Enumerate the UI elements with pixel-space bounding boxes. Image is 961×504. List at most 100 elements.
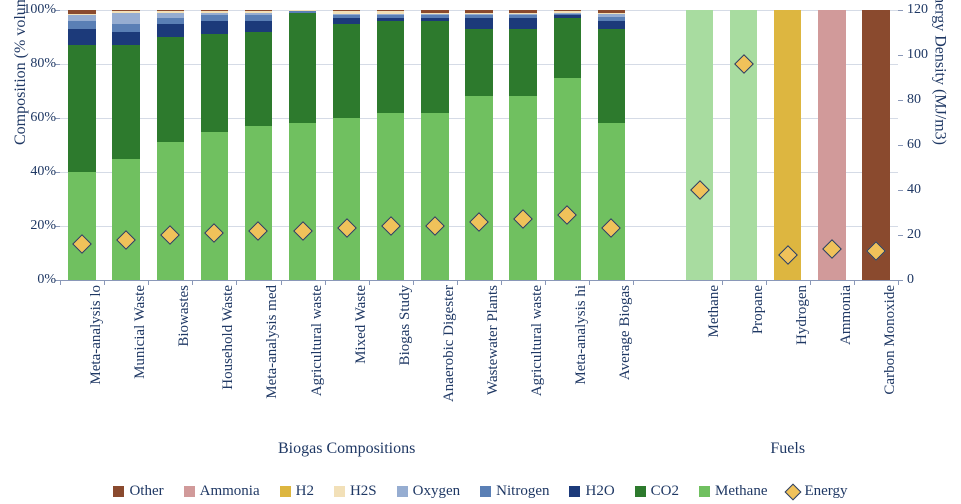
legend: Other Ammonia H2 H2S Oxygen Nitrogen H2O CO2 Met… [0,483,961,500]
y-left-tick: 100% [12,2,56,18]
bar-segment-other [554,10,581,11]
bar-segment-h2s [112,11,139,12]
y-left-tick: 20% [12,218,56,234]
y-right-tick: 40 [907,182,947,198]
bar-segment-co2 [421,21,448,113]
legend-label: Nitrogen [496,483,549,500]
bar [333,10,360,280]
bar [862,10,889,280]
bar-segment-h2o [465,18,492,29]
legend-label: CO2 [651,483,679,500]
legend-label: Methane [715,483,767,500]
legend-marker-icon [785,483,802,500]
bar-segment-methane [333,118,360,280]
legend-label: H2S [350,483,377,500]
legend-swatch [635,486,646,497]
legend-item: H2O [569,483,614,500]
bar-segment-nitrogen [112,24,139,32]
bar-segment-other [509,10,536,13]
bar-segment-methane [112,159,139,281]
bar-segment-methane [465,96,492,280]
bar-segment-co2 [201,34,228,131]
x-category-label: Meta-analysis med [264,285,281,399]
bar [421,10,448,280]
bar-segment-co2 [68,45,95,172]
x-category-label: Hydrogen [794,285,811,345]
bar-segment-other [465,10,492,13]
bar-segment-h2o [157,24,184,38]
bar-segment-h2 [774,10,801,280]
bar-segment-methane [421,113,448,280]
legend-swatch [397,486,408,497]
y-left-tick: 40% [12,164,56,180]
bar-segment-co2 [333,24,360,119]
bar-segment-other [157,10,184,11]
x-category-label: Agricultural waste [529,285,546,396]
bar-segment-h2s [465,13,492,14]
y-right-tick: 100 [907,47,947,63]
bar-segment-h2s [377,11,404,14]
x-category-label: Household Waste [220,285,237,390]
y-right-tick: 0 [907,272,947,288]
bar [730,10,757,280]
bar-segment-nitrogen [465,15,492,18]
x-category-label: Biowastes [176,285,193,347]
bar-segment-methane [730,10,757,280]
legend-item: H2S [334,483,377,500]
bar-segment-h2o [598,21,625,29]
bar-segment-h2o [201,21,228,35]
y-right-tick: 20 [907,227,947,243]
x-category-label: Methane [706,285,723,337]
bar-segment-co2 [157,37,184,142]
bar-segment-h2s [245,11,272,12]
y-left-tick: 80% [12,56,56,72]
bar-segment-h2s [289,10,316,11]
bar-segment-methane [68,172,95,280]
x-category-label: Meta-analysis lo [88,285,105,385]
bar-segment-oxygen [68,15,95,20]
legend-swatch [480,486,491,497]
bar-segment-h2s [157,11,184,12]
bar-segment-h2o [245,21,272,32]
x-category-label: Wastewater Plants [485,285,502,395]
bar-segment-methane [289,123,316,280]
bar-segment-h2o [554,15,581,18]
legend-item: H2 [280,483,314,500]
legend-label: Oxygen [413,483,461,500]
bar-segment-nitrogen [245,15,272,20]
bar-segment-oxygen [554,13,581,14]
bar [598,10,625,280]
bar-segment-co2 [465,29,492,97]
bar-segment-oxygen [201,13,228,16]
legend-swatch [569,486,580,497]
y-right-tick: 120 [907,2,947,18]
bar-segment-methane [157,142,184,280]
x-category-label: Carbon Monoxide [882,285,899,395]
legend-item: Nitrogen [480,483,549,500]
bar-segment-oxygen [465,14,492,15]
bar [774,10,801,280]
bar-segment-oxygen [245,13,272,16]
bar [509,10,536,280]
bar-segment-other [862,10,889,280]
bar-segment-nitrogen [201,15,228,20]
bar-segment-co2 [289,13,316,124]
legend-label: H2O [585,483,614,500]
legend-item: Other [113,483,163,500]
bar-segment-nitrogen [421,15,448,18]
bar-segment-other [377,10,404,11]
x-category-label: Municial Waste [132,285,149,379]
legend-item: Ammonia [184,483,260,500]
x-category-label: Ammonia [838,285,855,345]
bar-segment-nitrogen [157,18,184,23]
y-right-axis-label: Energy Density (MJ/m3) [931,0,949,145]
bar-segment-h2s [333,11,360,14]
bar-segment-co2 [112,45,139,158]
y-left-tick: 0% [12,272,56,288]
bar [554,10,581,280]
bar-segment-h2s [554,11,581,12]
bar [465,10,492,280]
legend-swatch [280,486,291,497]
legend-label: Ammonia [200,483,260,500]
bar-segment-h2s [421,13,448,14]
